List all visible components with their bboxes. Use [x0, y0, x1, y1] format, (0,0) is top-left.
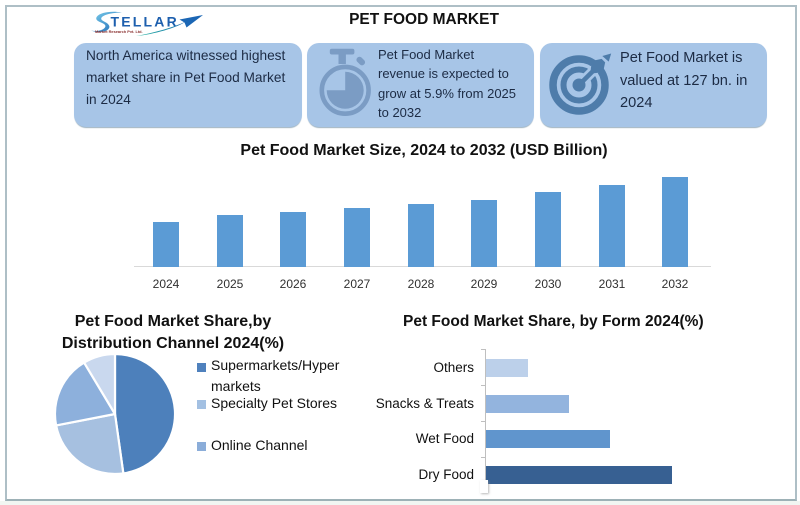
svg-text:TELLAR: TELLAR	[111, 14, 179, 30]
svg-text:Market Research Pvt. Ltd.: Market Research Pvt. Ltd.	[95, 29, 143, 34]
